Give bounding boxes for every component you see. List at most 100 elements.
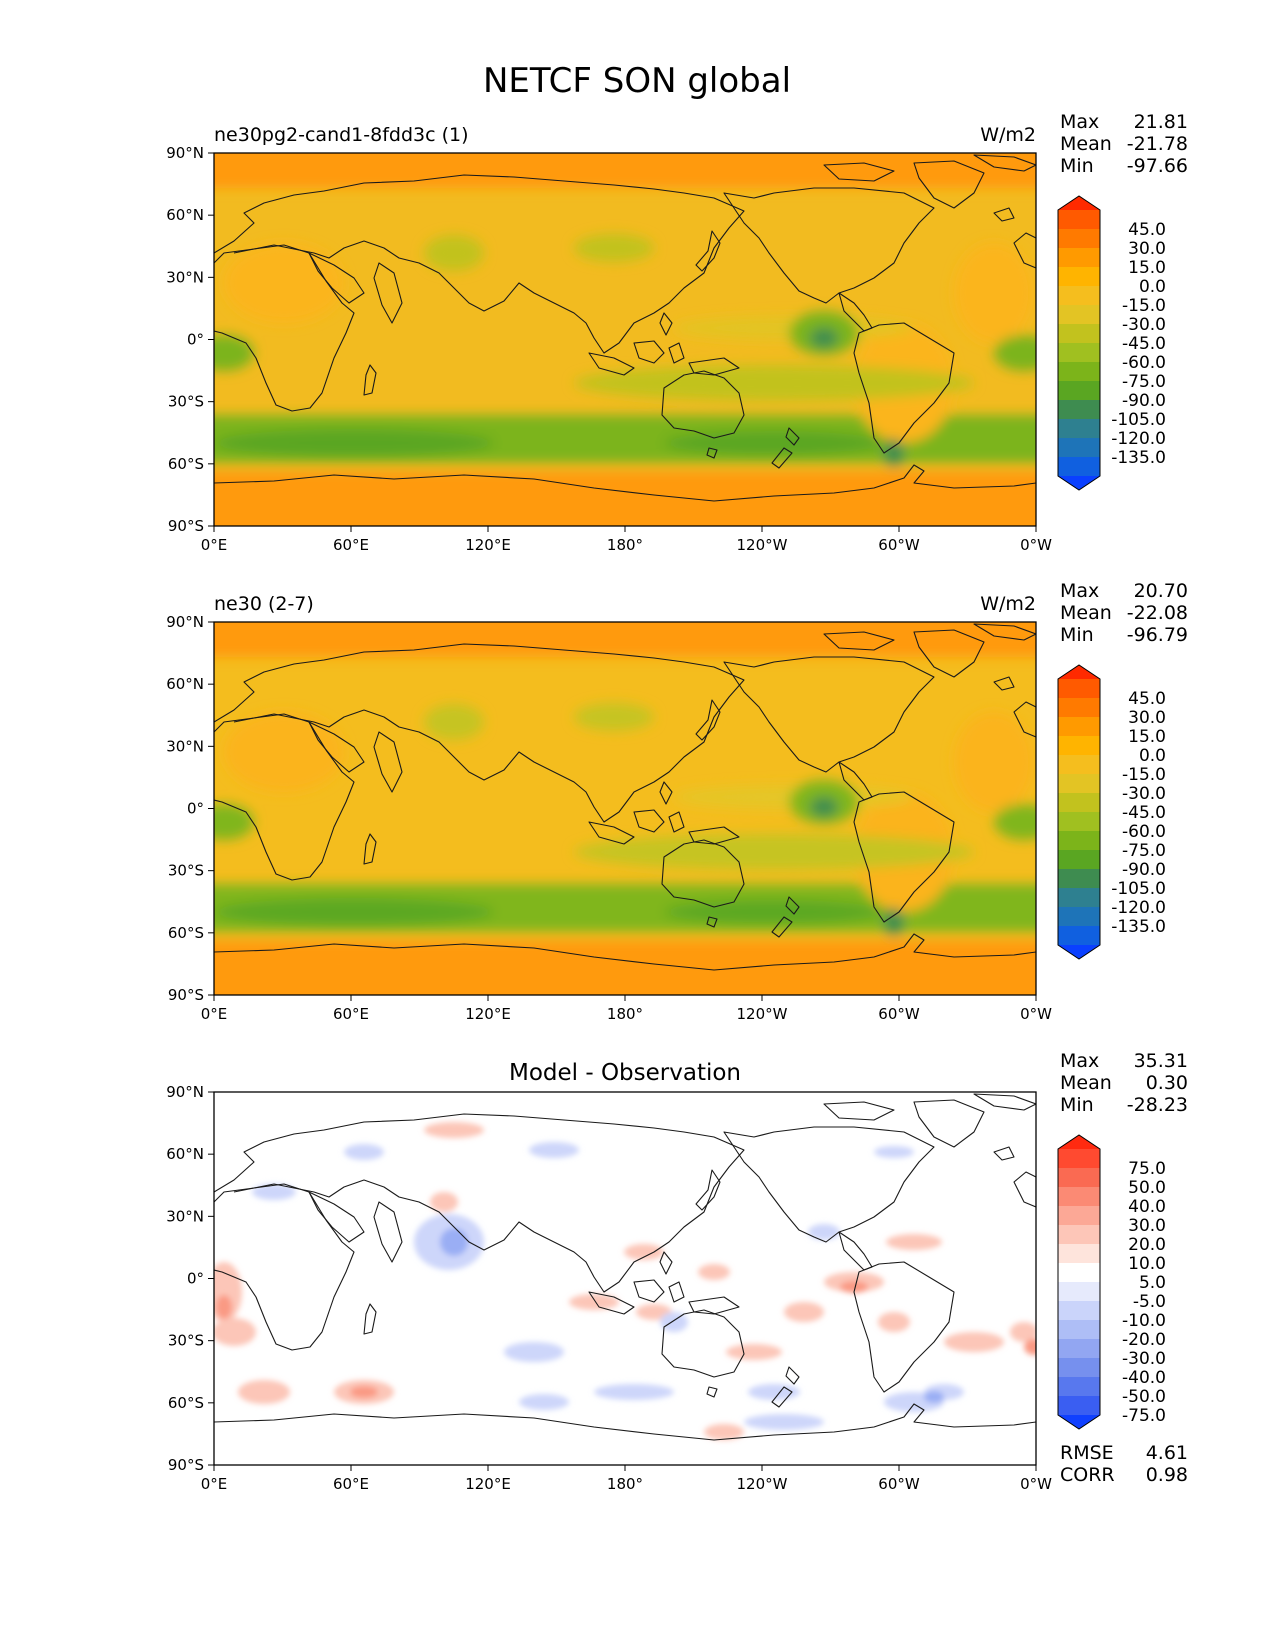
y-tick-label: 60°N — [166, 1145, 204, 1163]
stat-value: -96.79 — [1127, 624, 1188, 646]
panel-units: W/m2 — [980, 124, 1036, 146]
colorbar-tick-label: 30.0 — [1128, 1216, 1166, 1236]
colorbar-tick-label: -45.0 — [1122, 334, 1166, 354]
colorbar-outline — [1057, 195, 1101, 491]
y-tick-label: 60°N — [166, 675, 204, 693]
negative-anomaly — [594, 1384, 674, 1400]
colorbar-segment — [1058, 1320, 1100, 1340]
pacific-patch — [574, 703, 654, 731]
x-tick-label: 0°W — [1020, 1475, 1052, 1493]
panel-center-title: Model - Observation — [509, 1060, 741, 1086]
negative-anomaly — [529, 1142, 579, 1158]
asia-patch — [424, 704, 484, 740]
colorbar-segment — [1058, 381, 1100, 401]
x-tick-label: 180° — [607, 1475, 643, 1493]
arctic-band — [214, 153, 1036, 188]
stat-label: Min — [1060, 624, 1094, 646]
colorbar-tick-label: 5.0 — [1139, 1273, 1166, 1293]
colorbar-segment — [1058, 1263, 1100, 1283]
positive-anomaly — [886, 1234, 942, 1250]
colorbar-tick-label: 30.0 — [1128, 708, 1166, 728]
colorbar-segment — [1058, 400, 1100, 420]
colorbar-segment — [1058, 1187, 1100, 1207]
x-tick-label: 60°W — [878, 536, 920, 554]
y-tick-label: 0° — [187, 800, 204, 818]
land-patch — [224, 712, 344, 792]
convection-core — [810, 797, 838, 817]
colorbar-segment — [1058, 343, 1100, 363]
positive-anomaly — [704, 1424, 744, 1440]
subtropical-band — [574, 834, 974, 870]
negative-anomaly — [808, 1224, 840, 1240]
convection-patch — [214, 335, 254, 371]
convection-core — [810, 328, 838, 348]
y-tick-label: 30°N — [166, 268, 204, 286]
x-tick-label: 120°E — [465, 1475, 511, 1493]
colorbar-tick-label: -120.0 — [1111, 429, 1166, 449]
colorbar-segment — [1058, 812, 1100, 832]
stat-value: -21.78 — [1127, 133, 1188, 155]
colorbar-tick-label: 15.0 — [1128, 727, 1166, 747]
colorbar-segment — [1058, 1339, 1100, 1359]
colorbar-segment — [1058, 888, 1100, 908]
panel-units: W/m2 — [980, 593, 1036, 615]
y-tick-label: 0° — [187, 1270, 204, 1288]
positive-anomaly — [726, 1344, 782, 1360]
y-tick-label: 30°S — [168, 393, 204, 411]
colorbar-extend-max — [1058, 196, 1100, 210]
y-tick-label: 90°N — [166, 1083, 204, 1101]
stat-value: -22.08 — [1127, 602, 1188, 624]
x-tick-label: 0°E — [201, 1475, 228, 1493]
colorbar-tick-label: 15.0 — [1128, 258, 1166, 278]
colorbar-tick-label: 75.0 — [1128, 1159, 1166, 1179]
colorbar-extend-min — [1058, 945, 1100, 959]
y-tick-label: 90°N — [166, 613, 204, 631]
figure-title: NETCF SON global — [483, 61, 791, 101]
map-field — [213, 152, 1037, 527]
map-field-fill — [214, 153, 1036, 526]
colorbar-segment — [1058, 850, 1100, 870]
stat-label: Min — [1060, 155, 1094, 177]
colorbar-tick-label: 0.0 — [1139, 746, 1166, 766]
colorbar-tick-label: 40.0 — [1128, 1197, 1166, 1217]
colorbar-tick-label: 20.0 — [1128, 1235, 1166, 1255]
storm-track-core — [214, 429, 494, 457]
y-tick-label: 60°S — [168, 924, 204, 942]
colorbar-segment — [1058, 1225, 1100, 1245]
colorbar-segment — [1058, 229, 1100, 249]
colorbar-segment — [1058, 755, 1100, 775]
positive-anomaly — [878, 1312, 910, 1332]
stat-value: 0.30 — [1146, 1072, 1188, 1094]
map-field — [213, 621, 1037, 996]
x-tick-label: 180° — [607, 1005, 643, 1023]
colorbar-tick-label: -75.0 — [1122, 841, 1166, 861]
stat-label: Mean — [1060, 1072, 1112, 1094]
colorbar-tick-label: 10.0 — [1128, 1254, 1166, 1274]
colorbar-tick-label: -15.0 — [1122, 296, 1166, 316]
stat-label: Max — [1060, 111, 1099, 133]
negative-anomaly — [519, 1394, 569, 1410]
positive-anomaly — [624, 1244, 664, 1260]
colorbar-tick-label: -5.0 — [1133, 1292, 1166, 1312]
colorbar-tick-label: -10.0 — [1122, 1311, 1166, 1331]
subtropical-band — [574, 365, 974, 401]
stat-value: 20.70 — [1134, 580, 1188, 602]
colorbar-outline — [1057, 664, 1101, 960]
field-anomalies — [214, 1122, 1036, 1440]
colorbar-segment — [1058, 286, 1100, 306]
stat-label: Max — [1060, 580, 1099, 602]
colorbar-segment — [1058, 774, 1100, 794]
colorbar-tick-label: -15.0 — [1122, 765, 1166, 785]
asia-patch — [424, 235, 484, 271]
stat-value: 35.31 — [1134, 1050, 1188, 1072]
positive-anomaly — [214, 1318, 256, 1346]
map-panel-3: 0°E 60°E 120°E 180° 120°W 60°W 0°W 90°N 60°N 30°N… — [166, 1050, 1188, 1493]
map-field — [213, 1091, 1037, 1466]
positive-anomaly — [238, 1380, 290, 1404]
convection-patch — [994, 335, 1036, 371]
y-tick-label: 60°S — [168, 1394, 204, 1412]
colorbar-outline — [1057, 1134, 1101, 1430]
stat-value: 21.81 — [1134, 111, 1188, 133]
storm-track-core — [664, 900, 884, 924]
negative-anomaly — [252, 1184, 296, 1200]
